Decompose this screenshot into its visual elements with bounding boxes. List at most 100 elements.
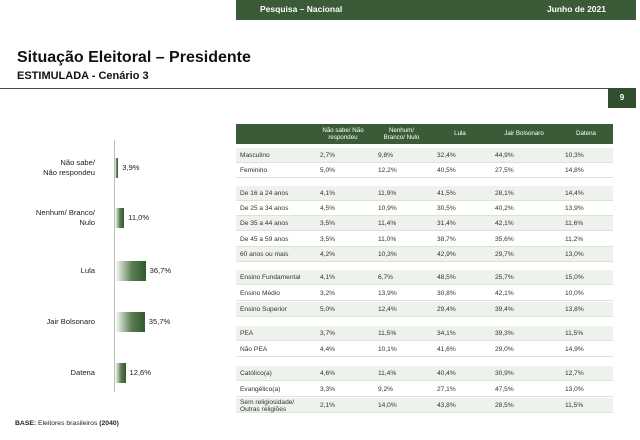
table-cell: 14,0% bbox=[378, 402, 397, 409]
table-column-header: Jair Bolsonaro bbox=[504, 130, 544, 138]
bar-value-label: 36,7% bbox=[149, 266, 172, 275]
page-number-badge: 9 bbox=[608, 88, 636, 108]
table-column-header: Não sabe/ Não respondeu bbox=[322, 126, 364, 142]
table-cell: 12,4% bbox=[378, 306, 397, 313]
table-column-header: Datena bbox=[576, 130, 596, 138]
table-row-label: 60 anos ou mais bbox=[240, 251, 289, 258]
bar bbox=[115, 261, 146, 281]
table-cell: 39,3% bbox=[495, 330, 514, 337]
bar-category-label: Lula bbox=[80, 266, 95, 275]
table-cell: 4,5% bbox=[320, 205, 336, 212]
table-row: De 35 a 44 anos 3,5% 11,4% 31,4% 42,1% 11,6% bbox=[236, 216, 613, 231]
table-row: Masculino 2,7% 9,8% 32,4% 44,9% 10,3% bbox=[236, 148, 613, 163]
table-cell: 10,3% bbox=[378, 251, 397, 258]
table-row-label: De 45 a 59 anos bbox=[240, 236, 289, 243]
table-cell: 3,5% bbox=[320, 236, 336, 243]
table-column-header: Lula bbox=[454, 130, 466, 138]
chart-axis-line bbox=[114, 140, 115, 392]
table-cell: 14,8% bbox=[565, 167, 584, 174]
table-row: De 25 a 34 anos 4,5% 10,9% 30,5% 40,2% 13,9% bbox=[236, 201, 613, 216]
table-column-header: Nenhum/Branco/ Nulo bbox=[383, 126, 420, 142]
table-cell: 15,0% bbox=[565, 274, 584, 281]
table-cell: 3,5% bbox=[320, 220, 336, 227]
table-header: Não sabe/ Não respondeu Nenhum/Branco/ Nul… bbox=[236, 124, 613, 144]
table-row-label: Evangélico(a) bbox=[240, 386, 281, 393]
table-row-label: Ensino Médio bbox=[240, 290, 280, 297]
table-row: Evangélico(a) 3,3% 9,2% 27,1% 47,5% 13,0% bbox=[236, 382, 613, 397]
table-cell: 40,2% bbox=[495, 205, 514, 212]
table-cell: 43,8% bbox=[437, 402, 456, 409]
table-cell: 10,9% bbox=[378, 205, 397, 212]
base-label: BASE: bbox=[15, 420, 37, 427]
table-row-label: Feminino bbox=[240, 167, 268, 174]
bar bbox=[115, 363, 126, 383]
table-row: Ensino Médio 3,2% 13,9% 30,8% 42,1% 10,0% bbox=[236, 286, 613, 301]
bar-category-label: Datena bbox=[70, 368, 96, 377]
table-column-header bbox=[236, 124, 314, 144]
page-subtitle: ESTIMULADA - Cenário 3 bbox=[17, 70, 149, 82]
table-cell: 13,0% bbox=[565, 251, 584, 258]
table-cell: 2,7% bbox=[320, 152, 336, 159]
table-cell: 47,5% bbox=[495, 386, 514, 393]
table-cell: 42,9% bbox=[437, 251, 456, 258]
table-cell: 10,0% bbox=[565, 290, 584, 297]
table-cell: 38,7% bbox=[437, 236, 456, 243]
table-cell: 4,2% bbox=[320, 251, 336, 258]
bar-category-label: Jair Bolsonaro bbox=[46, 317, 95, 326]
bar-category-label: Nenhum/ Branco/Nulo bbox=[35, 208, 95, 227]
table-row-label: Católico(a) bbox=[240, 370, 272, 377]
crosstab-table: Não sabe/ Não respondeu Nenhum/Branco/ Nul… bbox=[236, 124, 613, 413]
table-row: Feminino 5,0% 12,2% 40,5% 27,5% 14,8% bbox=[236, 163, 613, 178]
table-cell: 2,1% bbox=[320, 402, 336, 409]
table-row-label: PEA bbox=[240, 330, 254, 337]
table-cell: 42,1% bbox=[495, 220, 514, 227]
base-text: Eleitores brasileiros bbox=[36, 420, 100, 427]
table-cell: 40,5% bbox=[437, 167, 456, 174]
table-row: Ensino Superior 5,0% 12,4% 29,4% 39,4% 13,8% bbox=[236, 302, 613, 317]
page-number: 9 bbox=[619, 93, 625, 102]
table-cell: 11,5% bbox=[565, 402, 584, 409]
table-row: Católico(a) 4,6% 11,4% 40,4% 30,9% 12,7% bbox=[236, 366, 613, 381]
table-cell: 44,9% bbox=[495, 152, 514, 159]
bar-value-label: 3,9% bbox=[122, 163, 140, 172]
bar bbox=[115, 312, 145, 332]
table-cell: 5,0% bbox=[320, 167, 336, 174]
table-cell: 12,7% bbox=[565, 370, 584, 377]
table-cell: 29,7% bbox=[495, 251, 514, 258]
base-note: BASE: Eleitores brasileiros (2040) bbox=[15, 420, 119, 427]
table-row: Não PEA 4,4% 10,1% 41,6% 29,0% 14,9% bbox=[236, 342, 613, 357]
table-cell: 41,5% bbox=[437, 190, 456, 197]
table-cell: 11,5% bbox=[378, 330, 397, 337]
table-row: De 45 a 59 anos 3,5% 11,0% 38,7% 35,6% 11,2% bbox=[236, 232, 613, 247]
table-cell: 11,2% bbox=[565, 236, 584, 243]
table-row-label: Ensino Superior bbox=[240, 306, 287, 313]
table-row-label: Sem religiosidade/Outras religiões bbox=[240, 398, 295, 413]
table-cell: 3,2% bbox=[320, 290, 336, 297]
header-bar: Pesquisa – Nacional Junho de 2021 bbox=[236, 0, 636, 20]
table-row-label: De 16 a 24 anos bbox=[240, 190, 289, 197]
table-cell: 32,4% bbox=[437, 152, 456, 159]
table-cell: 27,5% bbox=[495, 167, 514, 174]
table-cell: 29,4% bbox=[437, 306, 456, 313]
table-cell: 4,1% bbox=[320, 190, 336, 197]
table-row: 60 anos ou mais 4,2% 10,3% 42,9% 29,7% 13,0% bbox=[236, 247, 613, 262]
table-cell: 3,7% bbox=[320, 330, 336, 337]
table-cell: 13,9% bbox=[565, 205, 584, 212]
table-cell: 12,2% bbox=[378, 167, 397, 174]
table-cell: 11,0% bbox=[378, 236, 397, 243]
table-row-label: Masculino bbox=[240, 152, 270, 159]
table-cell: 27,1% bbox=[437, 386, 456, 393]
table-cell: 35,6% bbox=[495, 236, 514, 243]
table-cell: 25,7% bbox=[495, 274, 514, 281]
table-cell: 42,1% bbox=[495, 290, 514, 297]
table-cell: 13,8% bbox=[565, 306, 584, 313]
table-cell: 10,1% bbox=[378, 346, 397, 353]
table-row-label: Ensino Fundamental bbox=[240, 274, 301, 281]
table-row-label: Não PEA bbox=[240, 346, 268, 353]
table-cell: 14,9% bbox=[565, 346, 584, 353]
table-row: Ensino Fundamental 4,1% 6,7% 48,5% 25,7% 15,0… bbox=[236, 270, 613, 285]
survey-label: Pesquisa – Nacional bbox=[260, 4, 343, 14]
table-cell: 11,4% bbox=[378, 220, 397, 227]
table-cell: 28,5% bbox=[495, 402, 514, 409]
table-cell: 9,8% bbox=[378, 152, 394, 159]
